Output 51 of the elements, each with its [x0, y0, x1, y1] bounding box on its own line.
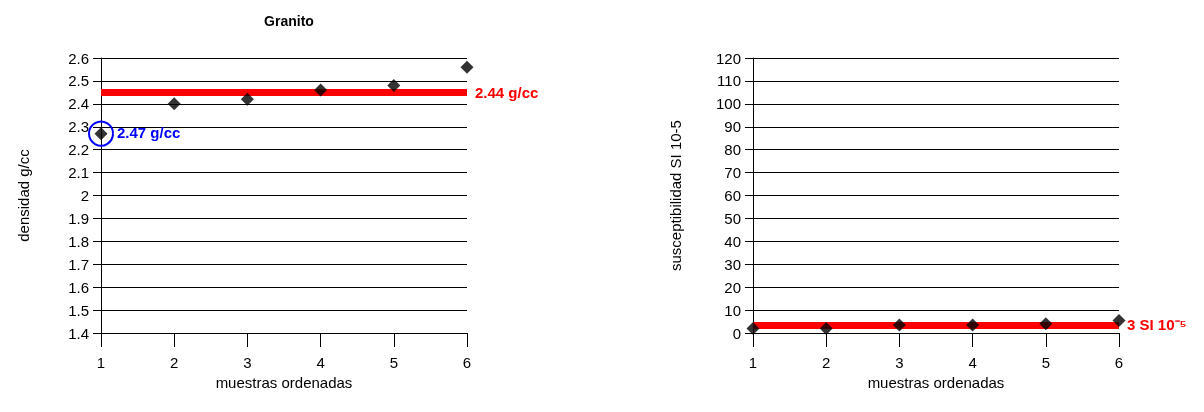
y-tick-label: 2.3	[68, 118, 89, 136]
y-tick-label: 2.6	[68, 49, 89, 67]
y-tick-label: 10	[724, 301, 741, 319]
point	[240, 92, 254, 106]
x-tick-label: 4	[968, 354, 977, 371]
y-tick-label: 0	[732, 324, 741, 342]
y-tick-label: 30	[724, 255, 741, 273]
x-tick-label: 5	[1041, 354, 1050, 371]
x-tick-label: 6	[462, 354, 472, 371]
y-tick-label: 60	[724, 187, 741, 204]
x-axis-title: muestras ordenadas	[867, 374, 1005, 391]
y-tick-label: 1.4	[68, 324, 89, 342]
y-tick-label: 50	[724, 209, 741, 227]
y-tick-label: 40	[724, 232, 741, 250]
ref-line-label: 2.44 g/cc	[475, 83, 539, 101]
x-tick-label: 4	[316, 354, 325, 371]
y-tick-label: 80	[724, 141, 741, 159]
y-tick-label: 1.9	[68, 209, 89, 227]
x-tick-label: 6	[1114, 354, 1124, 371]
point	[167, 97, 181, 111]
y-tick-label: 120	[715, 49, 741, 67]
x-axis-title: muestras ordenadas	[215, 374, 353, 391]
y-tick-label: 1.8	[68, 232, 89, 250]
y-tick-label: 100	[715, 95, 741, 113]
y-tick-label: 2.2	[68, 141, 89, 159]
y-tick-label: 2.4	[68, 95, 89, 113]
y-tick-label: 110	[717, 72, 741, 90]
y-tick-label: 1.7	[68, 255, 89, 273]
y-tick-label: 1.6	[68, 278, 89, 296]
y-axis-title: densidad g/cc	[15, 148, 32, 242]
y-tick-label: 2.1	[68, 164, 89, 182]
y-tick-label: 70	[724, 164, 741, 182]
x-tick-label: 3	[895, 354, 904, 371]
y-axis-title: susceptibilidad SI 10-5	[667, 120, 684, 271]
x-tick-label: 1	[748, 354, 758, 371]
x-tick-label: 2	[170, 354, 179, 371]
point	[460, 60, 474, 74]
x-tick-label: 1	[96, 354, 106, 371]
x-tick-label: 2	[822, 354, 831, 371]
y-tick-label: 2.5	[68, 72, 89, 90]
y-tick-label: 20	[724, 278, 741, 296]
y-tick-label: 90	[724, 118, 741, 136]
annotation: 2.47 g/cc	[117, 123, 181, 141]
point	[314, 83, 328, 97]
ref-line-label: 3 SI 10⁻⁵	[1127, 316, 1187, 334]
point	[387, 79, 401, 92]
chart-title: Granito	[264, 13, 314, 29]
y-tick-label: 1.5	[68, 301, 89, 319]
x-tick-label: 3	[243, 354, 252, 371]
x-tick-label: 5	[389, 354, 398, 371]
y-tick-label: 2	[80, 187, 89, 204]
